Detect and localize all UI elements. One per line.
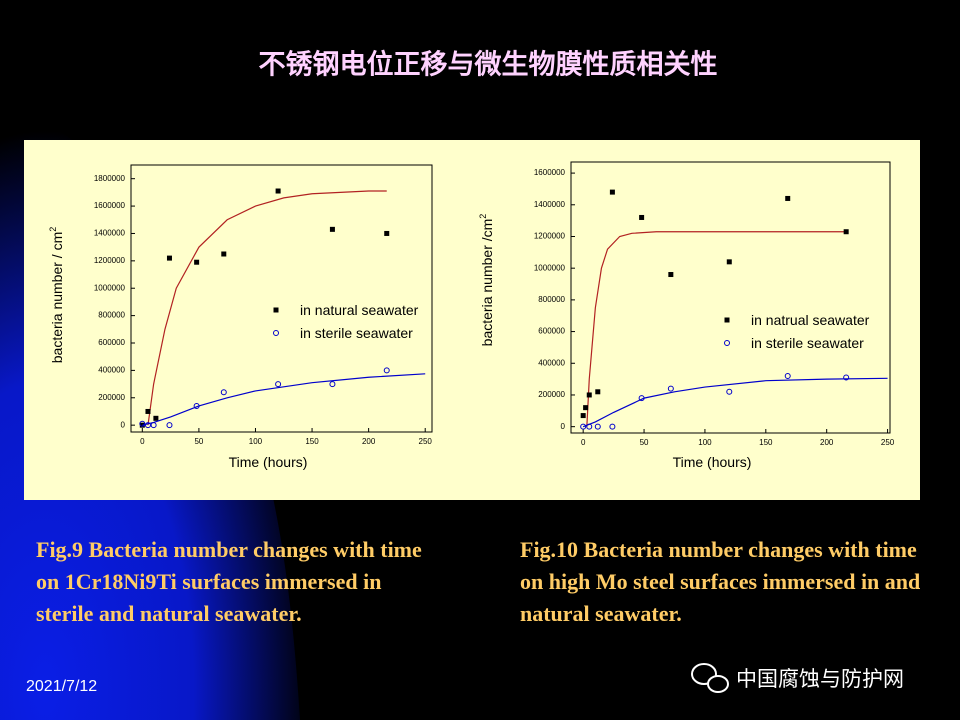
legend-marker [724,340,730,346]
y-tick-label: 600000 [98,338,125,347]
legend-marker [273,330,279,336]
date: 2021/7/12 [26,678,97,695]
x-tick-label: 100 [249,437,263,446]
point [726,388,733,395]
chart-panel [24,140,920,500]
y-tick-label: 600000 [538,327,565,336]
y-tick-label: 1200000 [534,232,566,241]
x-tick-label: 200 [362,437,376,446]
fit-line [147,190,387,426]
y-axis-label: bacteria number / cm2 [48,227,65,364]
point [586,423,593,430]
y-tick-label: 800000 [538,295,565,304]
point [144,422,151,429]
y-axis-label-sup: 2 [478,214,488,219]
caption: Fig.10 Bacteria number changes with time… [520,537,920,626]
caption: Fig.9 Bacteria number changes with time o… [36,537,422,626]
x-tick-label: 150 [759,438,773,447]
legend-marker [273,307,279,313]
legend-label: in natural seawater [300,302,419,318]
x-tick-label: 100 [698,438,712,447]
x-tick-label: 200 [820,438,834,447]
x-tick-label: 0 [581,438,586,447]
y-tick-label: 400000 [98,365,125,374]
fit-line [582,377,888,428]
y-tick-label: 400000 [538,358,565,367]
plot-frame [570,161,891,434]
y-axis-label-text: bacteria number / cm [49,232,65,364]
y-axis-label-text: bacteria number /cm [479,219,495,347]
point [384,230,390,236]
point [638,395,645,402]
slide-title: 不锈钢电位正移与微生物膜性质相关性 [259,49,718,81]
point [580,423,587,430]
y-tick-label: 0 [561,422,566,431]
y-axis-label-sup: 2 [48,227,58,232]
y-tick-label: 200000 [98,393,125,402]
point [843,374,850,381]
point [639,214,645,220]
point [275,381,282,388]
point [139,420,146,427]
point [595,389,601,395]
y-tick-label: 1600000 [534,168,566,177]
point [667,385,674,392]
point [784,372,791,379]
point [843,229,849,235]
point [785,195,791,201]
y-tick-label: 1800000 [94,174,126,183]
point [329,226,335,232]
y-tick-label: 1400000 [534,200,566,209]
point [726,259,732,265]
point [329,381,336,388]
point [383,367,390,374]
point [668,272,674,278]
fit-line [586,231,847,427]
point [150,422,157,429]
point [586,392,592,398]
y-tick-label: 1000000 [94,283,126,292]
legend-marker [724,317,730,323]
fit-line [142,373,426,426]
legend-label: in natrual seawater [751,312,870,328]
x-tick-label: 0 [140,437,145,446]
x-tick-label: 250 [419,437,433,446]
legend-label: in sterile seawater [751,335,864,351]
point [153,415,159,421]
y-tick-label: 1600000 [94,201,126,210]
y-tick-label: 1000000 [534,263,566,272]
point [594,423,601,430]
x-axis-label: Time (hours) [229,454,308,470]
x-tick-label: 50 [640,438,649,447]
point [221,251,227,257]
point [275,188,281,194]
y-tick-label: 1400000 [94,229,126,238]
x-tick-label: 150 [305,437,319,446]
x-tick-label: 50 [194,437,203,446]
y-tick-label: 0 [121,420,126,429]
watermark: 中国腐蚀与防护网 [736,667,904,691]
point [220,389,227,396]
point [583,405,589,411]
point [609,423,616,430]
x-tick-label: 250 [881,438,895,447]
point [166,422,173,429]
x-axis-label: Time (hours) [673,454,752,470]
point [166,255,172,261]
point [609,189,615,195]
y-axis-label: bacteria number /cm2 [478,214,495,347]
legend-label: in sterile seawater [300,325,413,341]
plot-frame [130,164,433,433]
point [193,402,200,409]
point [145,408,151,414]
point [580,413,586,419]
y-tick-label: 1200000 [94,256,126,265]
watermark-icon [691,663,729,693]
y-tick-label: 800000 [98,311,125,320]
point [194,259,200,265]
y-tick-label: 200000 [538,390,565,399]
